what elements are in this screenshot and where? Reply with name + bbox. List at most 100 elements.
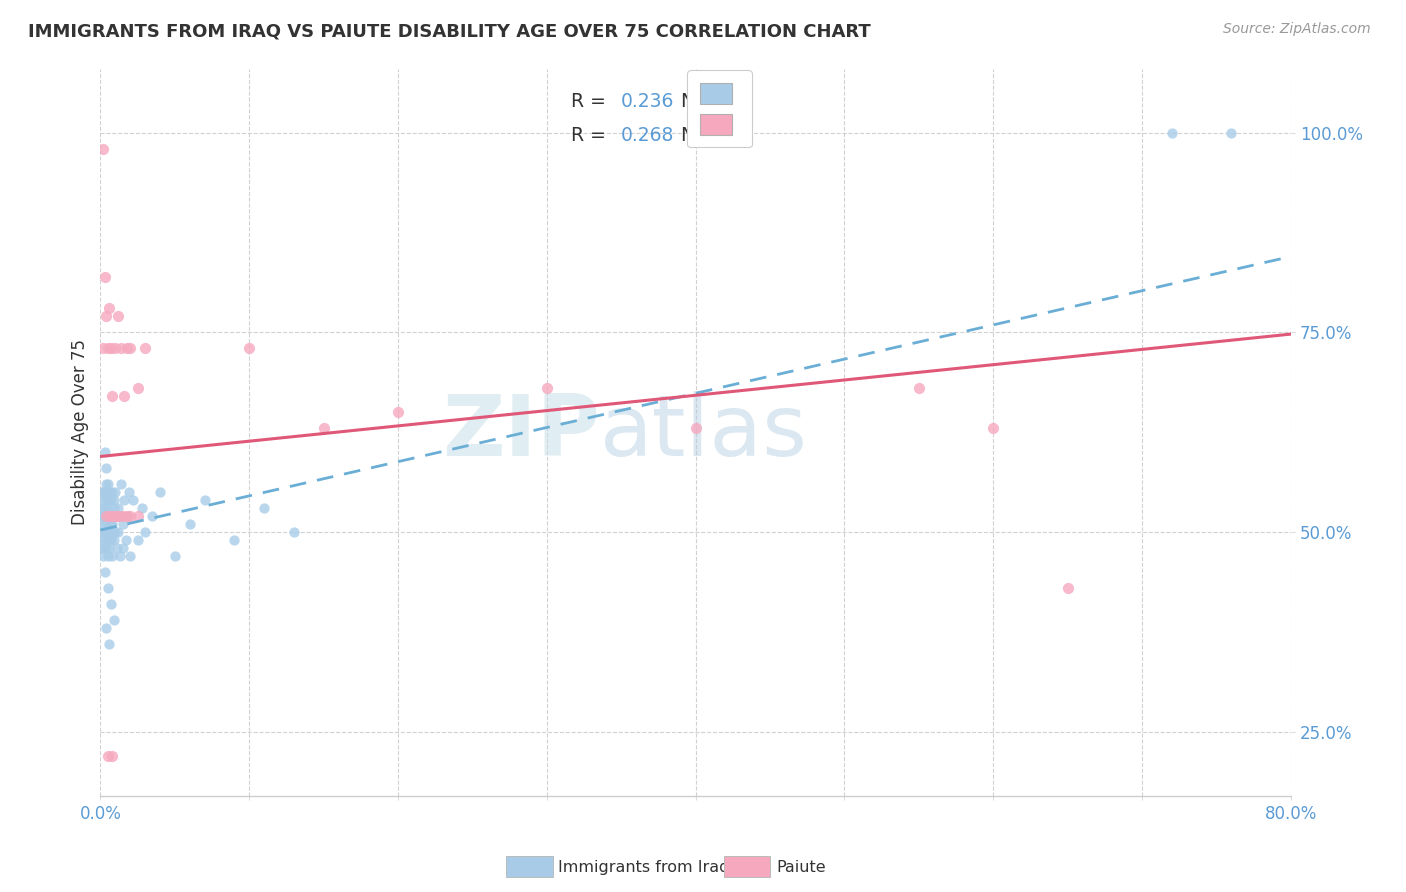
Point (94, 269, 117, 284)
Point (101, 525, 124, 540)
Point (103, 614, 125, 628)
Point (100, 342, 122, 356)
Point (907, 382, 929, 396)
Point (97, 342, 120, 356)
Point (96, 509, 118, 524)
Legend: , : , (688, 70, 752, 147)
Point (122, 493, 145, 508)
Point (98, 509, 121, 524)
Point (91, 509, 114, 524)
Point (90, 525, 112, 540)
Text: Paiute: Paiute (776, 860, 825, 874)
Point (108, 549, 131, 564)
Point (111, 509, 134, 524)
Point (103, 533, 125, 548)
Point (111, 541, 134, 556)
Point (97, 485, 120, 500)
Text: N =: N = (669, 126, 723, 145)
Point (312, 421, 335, 435)
Point (90, 541, 112, 556)
Point (101, 749, 124, 764)
Point (96, 310, 118, 324)
Point (115, 509, 138, 524)
Point (134, 525, 156, 540)
Point (104, 485, 127, 500)
Point (96, 622, 118, 636)
Point (104, 509, 127, 524)
Point (91, 141, 114, 155)
Point (115, 509, 138, 524)
Point (100, 533, 122, 548)
Point (103, 493, 125, 508)
Point (97, 509, 120, 524)
Point (193, 493, 215, 508)
Point (100, 517, 122, 532)
Point (100, 509, 122, 524)
Point (94, 445, 117, 459)
Text: ZIP: ZIP (443, 391, 600, 474)
Point (127, 509, 149, 524)
Point (96, 509, 118, 524)
Point (97, 582, 120, 596)
Point (96, 517, 118, 532)
Point (94, 566, 117, 580)
Point (97, 477, 120, 491)
Point (101, 509, 124, 524)
Point (104, 342, 127, 356)
Point (94, 501, 117, 516)
Point (91, 485, 114, 500)
Point (97, 525, 120, 540)
Point (107, 310, 129, 324)
Point (98, 301, 121, 316)
Point (110, 342, 132, 356)
Text: N =: N = (669, 92, 723, 111)
Point (101, 549, 124, 564)
Point (127, 533, 149, 548)
Point (94, 509, 117, 524)
Text: 0.236: 0.236 (620, 92, 673, 111)
Point (91, 533, 114, 548)
Point (91, 493, 114, 508)
Point (90, 501, 112, 516)
Point (96, 541, 118, 556)
Point (253, 501, 276, 516)
Point (114, 533, 136, 548)
Text: atlas: atlas (600, 391, 808, 474)
Point (96, 477, 118, 491)
Point (94, 485, 117, 500)
Point (107, 501, 129, 516)
Point (98, 493, 121, 508)
Point (238, 342, 260, 356)
Text: R =: R = (571, 92, 612, 111)
Point (101, 509, 124, 524)
Point (127, 382, 149, 396)
Point (91, 549, 114, 564)
Point (98, 637, 121, 651)
Point (134, 342, 156, 356)
Point (120, 342, 142, 356)
Point (115, 342, 138, 356)
Point (387, 405, 409, 419)
Point (100, 598, 122, 612)
Point (94, 525, 117, 540)
Point (283, 525, 305, 540)
Point (111, 517, 134, 532)
Point (141, 509, 163, 524)
Point (685, 421, 707, 435)
Text: 0.268: 0.268 (620, 126, 673, 145)
Point (224, 533, 246, 548)
Point (101, 517, 124, 532)
Point (131, 501, 153, 516)
Point (98, 509, 121, 524)
Point (104, 525, 127, 540)
Point (104, 509, 127, 524)
Point (120, 509, 142, 524)
Text: R =: R = (571, 126, 612, 145)
Point (97, 501, 120, 516)
Text: 84: 84 (717, 92, 741, 111)
Point (90, 509, 112, 524)
Point (98, 541, 121, 556)
Point (981, 421, 1004, 435)
Point (94, 533, 117, 548)
Point (120, 549, 142, 564)
